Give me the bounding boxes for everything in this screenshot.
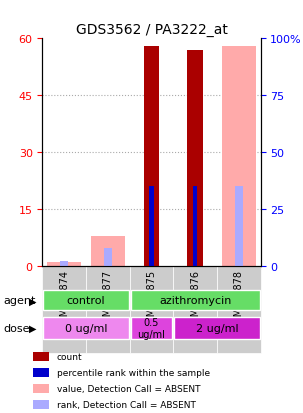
Bar xyxy=(222,47,255,266)
Text: dose: dose xyxy=(3,323,29,333)
Text: 2 ug/ml: 2 ug/ml xyxy=(196,323,238,333)
Bar xyxy=(33,401,49,409)
Bar xyxy=(131,290,260,311)
Bar xyxy=(48,263,81,266)
Text: 0 ug/ml: 0 ug/ml xyxy=(65,323,107,333)
Bar xyxy=(43,317,129,339)
Text: 0.5
ug/ml: 0.5 ug/ml xyxy=(138,318,165,339)
Bar xyxy=(43,290,129,311)
Text: ▶: ▶ xyxy=(29,296,36,306)
Bar xyxy=(104,248,112,266)
Text: azithromycin: azithromycin xyxy=(159,295,231,306)
Bar xyxy=(33,368,49,377)
Bar xyxy=(144,47,159,266)
Bar xyxy=(131,317,172,339)
Text: percentile rank within the sample: percentile rank within the sample xyxy=(57,368,210,377)
Bar xyxy=(174,317,260,339)
Bar xyxy=(91,236,125,266)
Text: control: control xyxy=(67,295,105,306)
Bar xyxy=(149,187,154,266)
Bar xyxy=(130,266,173,353)
Bar xyxy=(193,187,197,266)
Bar xyxy=(33,385,49,393)
Bar xyxy=(86,266,130,353)
Text: ▶: ▶ xyxy=(29,323,36,333)
Bar xyxy=(188,50,203,266)
Bar xyxy=(217,266,261,353)
Text: rank, Detection Call = ABSENT: rank, Detection Call = ABSENT xyxy=(57,401,196,409)
Bar xyxy=(33,353,49,361)
Bar xyxy=(60,262,68,266)
Text: agent: agent xyxy=(3,296,35,306)
Text: count: count xyxy=(57,353,83,361)
Title: GDS3562 / PA3222_at: GDS3562 / PA3222_at xyxy=(75,23,228,37)
Bar xyxy=(173,266,217,353)
Text: value, Detection Call = ABSENT: value, Detection Call = ABSENT xyxy=(57,385,201,394)
Bar xyxy=(235,187,243,266)
Bar xyxy=(42,266,86,353)
